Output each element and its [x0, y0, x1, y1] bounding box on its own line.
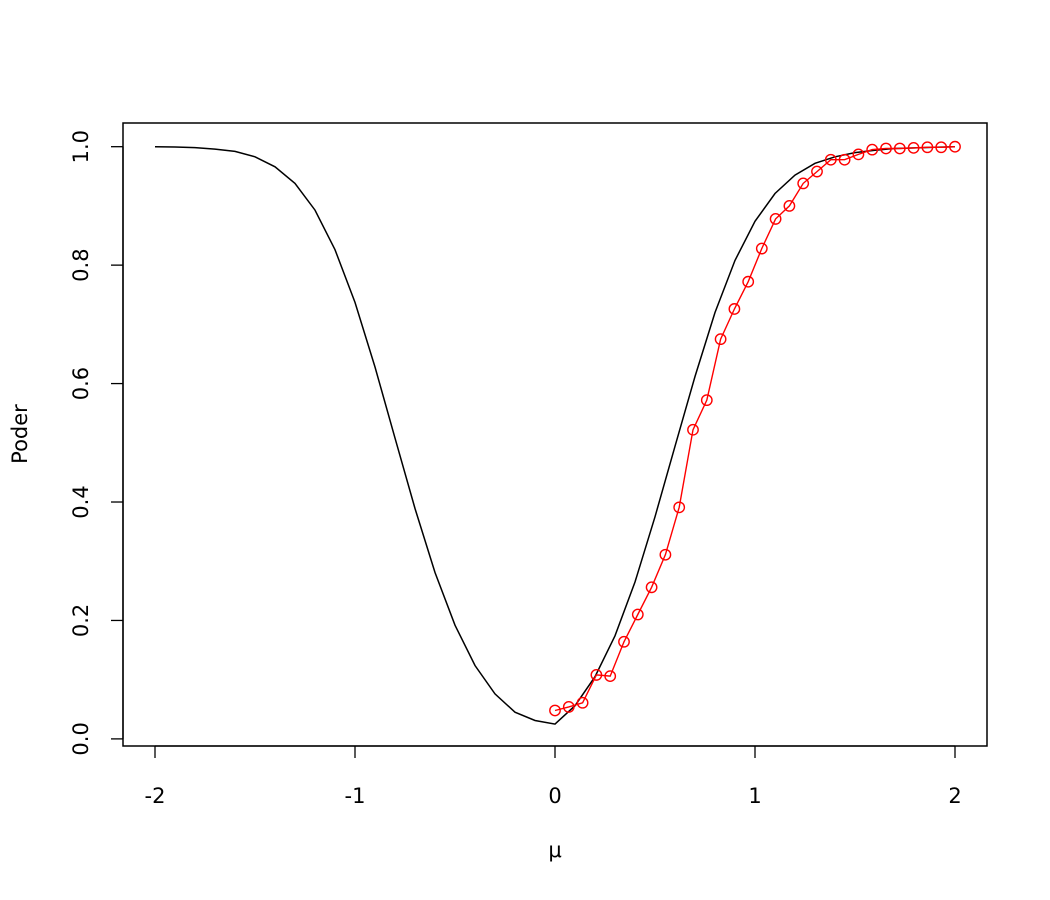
simulated-power-point: [576, 696, 589, 709]
simulated-power-point: [631, 608, 644, 621]
simulated-power-point: [866, 143, 879, 156]
x-tick-label: 0: [548, 784, 561, 808]
simulated-power-point: [921, 141, 934, 154]
simulated-power-point: [618, 635, 630, 648]
x-tick-label: 1: [748, 784, 761, 808]
x-tick-label: 2: [948, 784, 961, 808]
theoretical-power-line: [154, 145, 956, 725]
simulated-power-point: [590, 669, 603, 681]
plot-frame: [122, 122, 988, 747]
simulated-power-point: [562, 701, 575, 713]
simulated-power-point: [549, 704, 561, 717]
simulated-power-point: [700, 394, 713, 407]
y-tick-label: 0.4: [69, 485, 93, 518]
simulated-power-point: [949, 140, 961, 153]
simulated-power-point: [687, 423, 699, 436]
simulated-power-point: [769, 213, 782, 225]
simulated-power-point: [935, 141, 948, 154]
simulated-power-point: [893, 142, 906, 155]
y-axis-label: Poder: [8, 404, 32, 464]
y-tick-label: 1.0: [69, 130, 93, 163]
simulated-power-point: [852, 148, 865, 161]
simulated-power-point: [604, 670, 617, 683]
simulated-power-point: [659, 548, 672, 561]
simulated-power-point: [797, 177, 810, 190]
y-axis: 0.0 0.2 0.4 0.6 0.8 1.0: [69, 130, 124, 756]
x-axis-label: μ: [548, 838, 561, 862]
simulated-power-point: [645, 581, 658, 594]
simulated-power-point: [907, 141, 920, 154]
simulated-power-point: [755, 242, 768, 255]
simulated-power-point: [742, 275, 755, 288]
series-layer: [154, 140, 961, 725]
simulated-power-line: [554, 146, 956, 712]
simulated-power-point: [824, 153, 837, 166]
simulated-power-point: [783, 200, 796, 212]
simulated-power-point: [714, 333, 727, 346]
simulated-power-point: [728, 303, 741, 315]
y-tick-label: 0.0: [69, 722, 93, 755]
y-tick-label: 0.2: [69, 604, 93, 637]
simulated-power-point: [838, 153, 851, 166]
x-tick-label: -2: [145, 784, 166, 808]
y-tick-label: 0.8: [69, 248, 93, 281]
x-tick-label: -1: [345, 784, 366, 808]
simulated-power-point: [673, 501, 686, 514]
y-tick-label: 0.6: [69, 367, 93, 400]
x-axis: -2 -1 0 1 2: [145, 745, 962, 808]
simulated-power-point: [811, 165, 823, 178]
simulated-power-point: [880, 142, 892, 155]
